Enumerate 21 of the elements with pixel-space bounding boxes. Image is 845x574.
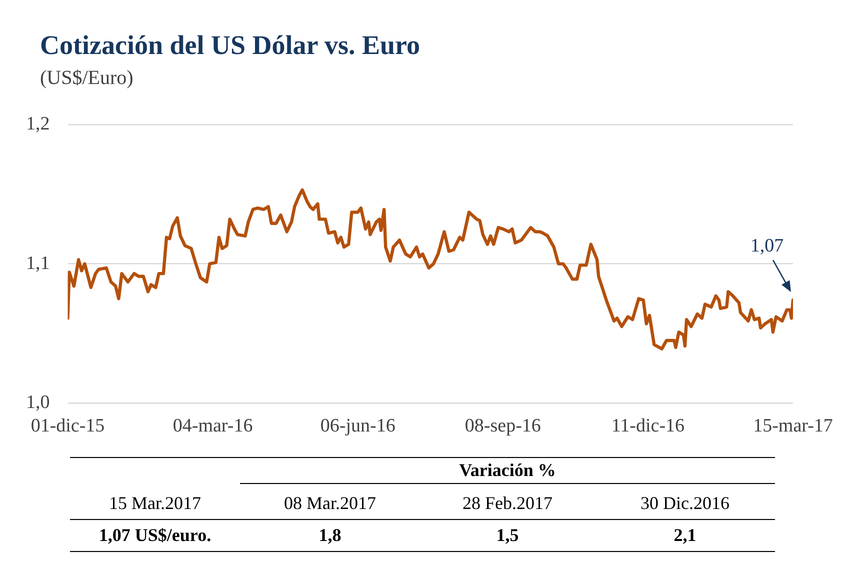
x-tick-label: 08-sep-16 (464, 416, 541, 437)
text: 1,07 US$/euro. (98, 525, 212, 546)
x-tick-label: 11-dic-16 (611, 416, 685, 437)
category-label: 08 Mar.2017 (283, 493, 377, 514)
category-label: 30 Dic.2016 (640, 493, 730, 514)
annotation: 1,07 (750, 236, 784, 257)
x-tick-label: 15-mar-17 (753, 416, 833, 437)
x-tick-label: 06-jun-16 (320, 416, 396, 437)
y-tick-label: 1,0 (26, 392, 50, 414)
chart-subtitle: (US$/Euro) (40, 67, 134, 90)
y-tick-label: 1,1 (26, 252, 50, 274)
text: 1,5 (495, 525, 520, 546)
chart-title: Cotización del US Dólar vs. Euro (40, 30, 420, 61)
category-label: 28 Feb.2017 (462, 493, 554, 514)
text: 1,8 (318, 525, 342, 546)
text: 2,1 (672, 525, 698, 546)
text: Variación % (458, 460, 557, 481)
x-tick-label: 04-mar-16 (172, 416, 253, 437)
x-tick-label: 01-dic-15 (30, 416, 105, 437)
y-tick-label: 1,2 (26, 113, 50, 134)
category-label: 15 Mar.2017 (108, 493, 202, 514)
